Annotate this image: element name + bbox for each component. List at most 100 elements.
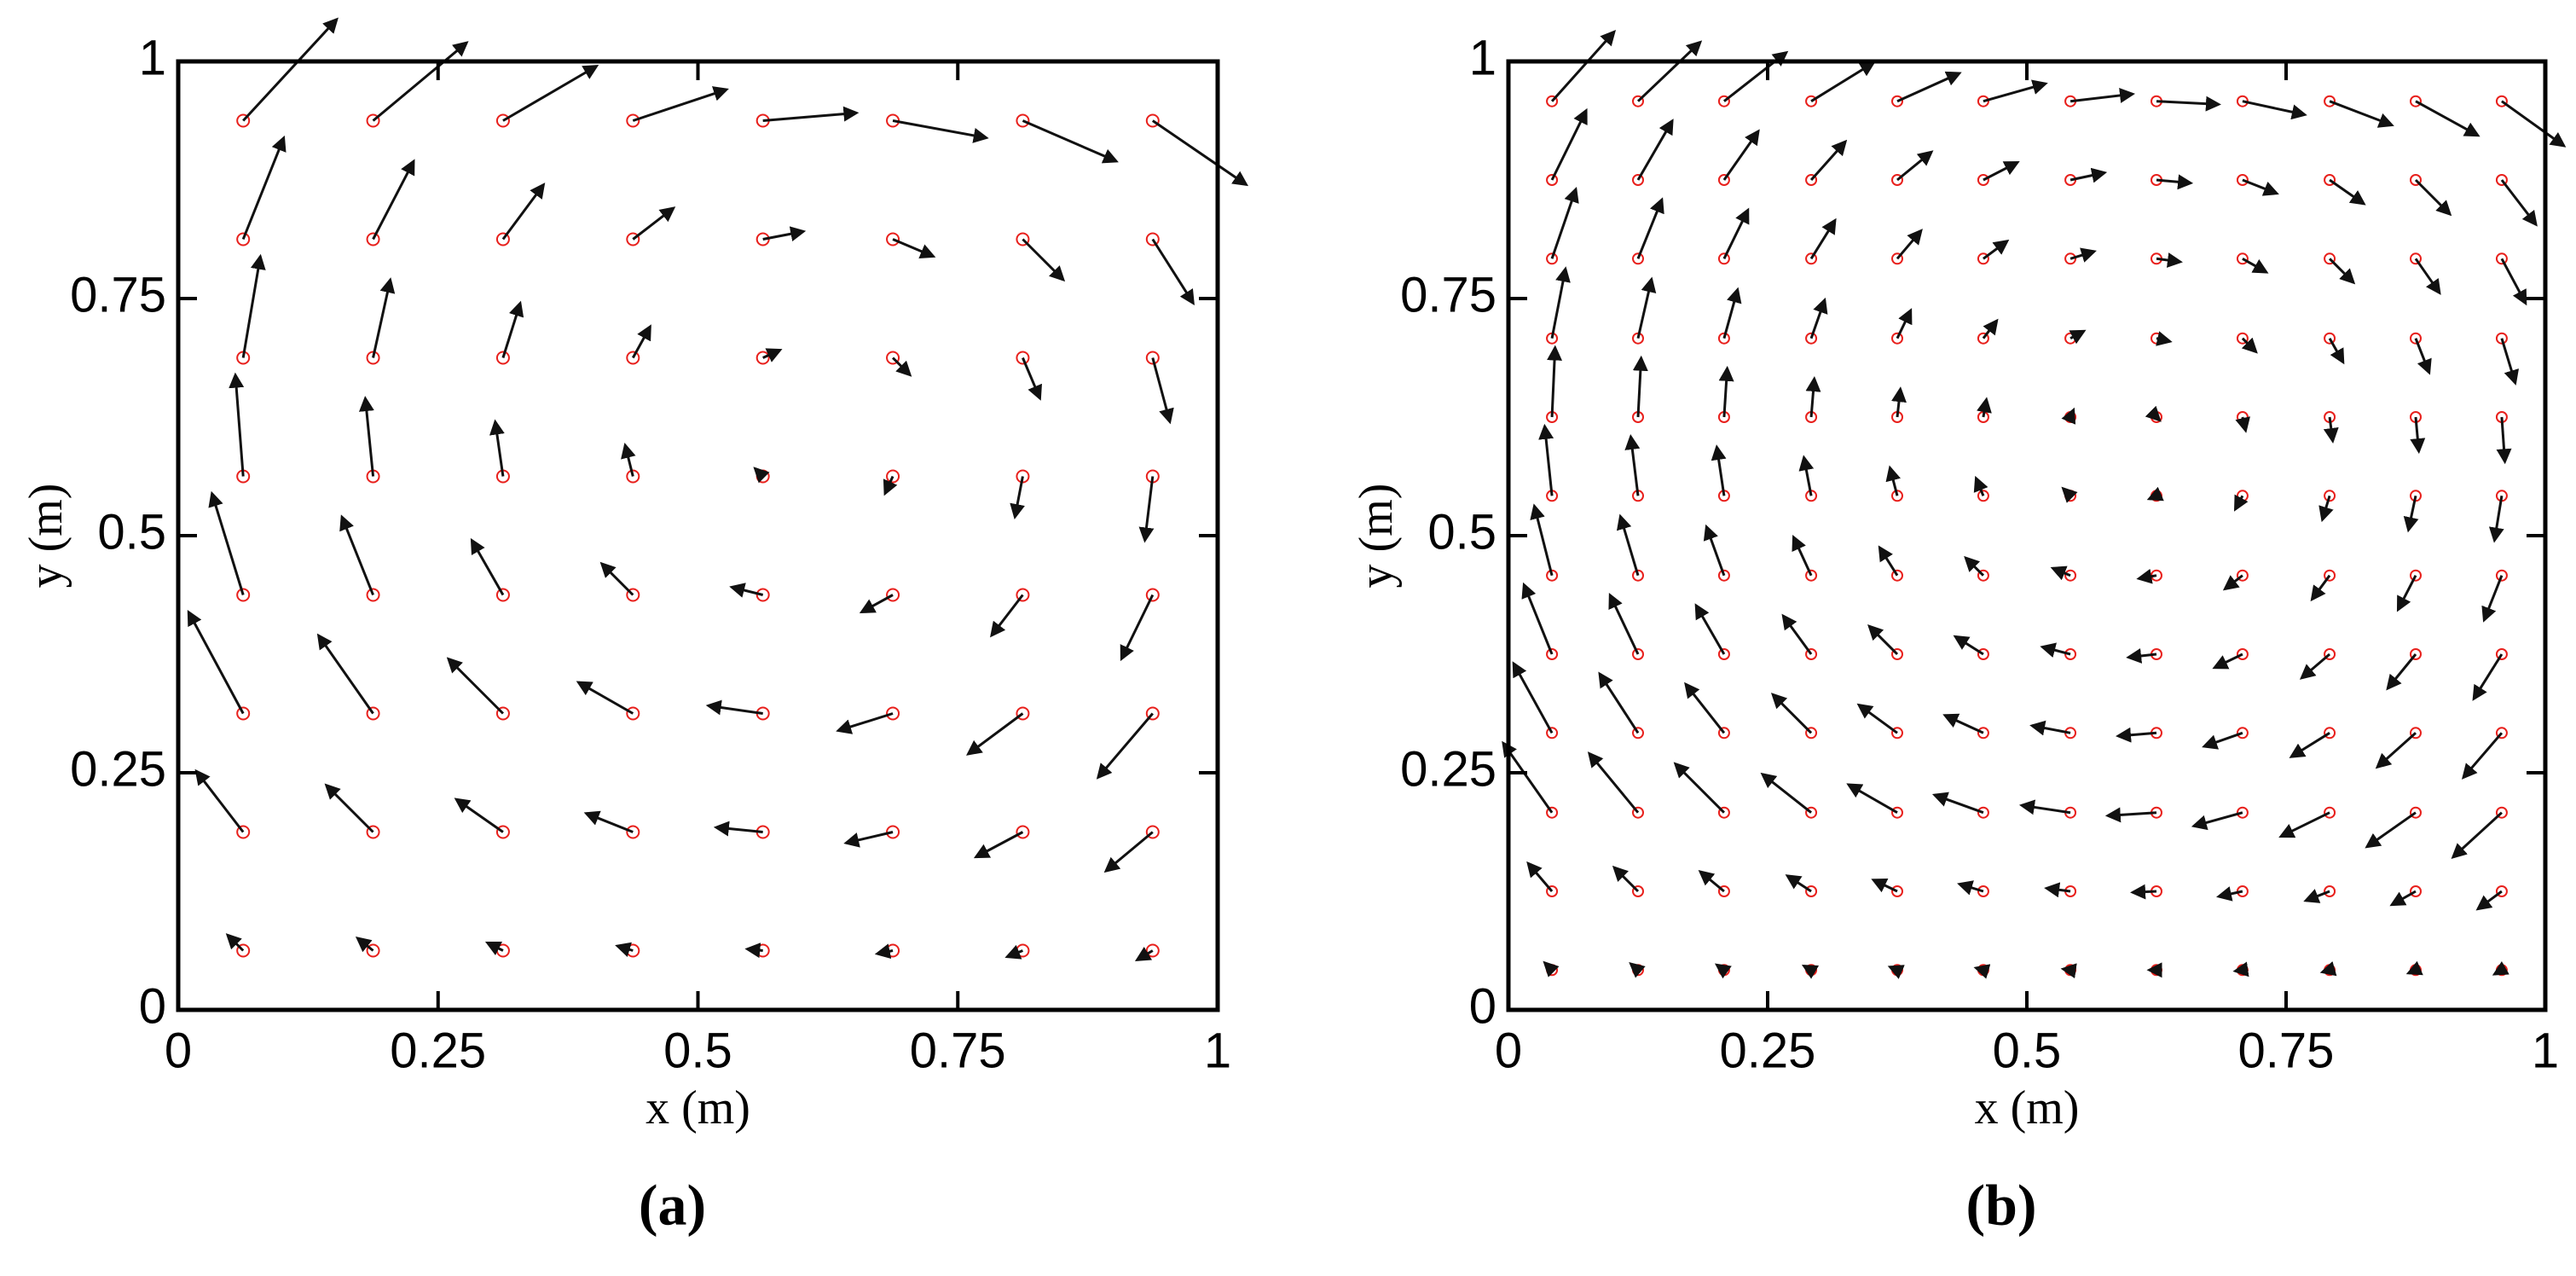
velocity-arrow [2146,486,2164,502]
velocity-arrow [194,768,245,833]
particle [1977,648,1989,660]
velocity-arrow [1673,762,1725,814]
velocity-arrow [973,831,1024,859]
velocity-arrow [2242,100,2307,120]
velocity-arrow [1636,197,1664,259]
particle [1016,351,1030,365]
velocity-arrow [2365,811,2417,849]
velocity-arrow [2145,405,2162,422]
particle [236,943,251,958]
velocity-arrow [2235,416,2250,433]
particle [626,706,640,721]
particle [1632,252,1644,265]
velocity-arrow [1120,594,1155,662]
velocity-arrow [2303,889,2330,903]
particle [1717,727,1730,740]
velocity-arrow [316,633,374,715]
velocity-arrow [1547,345,1563,418]
particle [1145,588,1160,602]
velocity-arrow [489,419,505,477]
plot-frame [176,59,1220,1012]
particle [1546,806,1559,819]
particle [886,825,900,839]
velocity-arrow [1722,207,1750,259]
particle [1805,332,1818,345]
particle [2495,885,2508,897]
velocity-arrow [2104,807,2157,823]
particle [626,351,640,365]
y-tick-label: 0.25 [1400,741,1496,797]
velocity-arrow [2222,574,2243,591]
velocity-arrow [484,942,504,956]
y-tick-label: 0.5 [97,504,166,560]
velocity-arrow [1896,308,1913,339]
velocity-arrow [1711,444,1727,496]
particle [1546,648,1559,660]
velocity-arrow [1856,703,1898,734]
particle [1805,648,1818,660]
velocity-arrow [2202,731,2243,750]
particle [236,588,251,602]
velocity-arrow [2242,178,2279,196]
x-tick-label: 0.5 [663,1023,732,1078]
particle [1717,885,1730,897]
velocity-arrow [1810,61,1876,102]
velocity-arrow [1629,962,1646,978]
particle [2495,95,2508,107]
particle [2495,252,2508,265]
velocity-arrow [1931,792,1984,815]
particle [1717,174,1730,186]
particle [1717,569,1730,582]
velocity-arrow [2389,890,2417,907]
velocity-arrow [1138,476,1155,543]
x-tick-label: 1 [1204,1023,1231,1078]
y-tick-label: 0.5 [1427,504,1496,560]
velocity-arrow [2461,732,2504,780]
velocity-arrow [2050,566,2071,581]
velocity-arrow [2029,720,2071,736]
velocity-arrow [1983,160,2020,182]
velocity-arrow [2156,96,2221,112]
velocity-arrow [1983,239,2010,260]
velocity-arrow [1103,831,1154,873]
velocity-arrow [874,943,894,960]
particle [886,351,900,365]
velocity-arrow [1694,603,1726,655]
velocity-arrow [2018,799,2071,815]
y-axis-label: y (m) [1350,484,1403,589]
velocity-arrow [762,226,807,242]
particle [2495,648,2508,660]
velocity-arrow [632,86,729,122]
x-tick-label: 0.75 [910,1023,1006,1078]
plot-frame [1506,59,2548,1012]
velocity-arrow [2299,652,2331,680]
velocity-arrow [1964,555,1984,577]
particle [1717,95,1730,107]
velocity-arrow [1718,365,1734,418]
velocity-arrow [1521,582,1554,655]
particle [2324,332,2336,345]
velocity-arrow [2396,575,2417,612]
particle [886,706,900,721]
particle [1891,806,1903,819]
velocity-arrow [242,17,339,122]
particle [1977,95,1989,107]
velocity-arrow [1022,119,1119,164]
x-tick-label: 0.5 [1993,1023,2062,1078]
velocity-arrow [859,594,894,614]
particle [2410,885,2422,897]
velocity-arrow [454,798,504,833]
velocity-arrow [1885,465,1901,496]
velocity-arrow [2069,87,2136,103]
velocity-arrow [2475,890,2503,911]
velocity-arrow [729,583,764,598]
particle [2410,332,2422,345]
velocity-arrow [762,348,783,362]
particle [886,232,900,246]
particle [1145,232,1160,246]
particle [2064,648,2077,660]
velocity-arrow [1151,238,1195,306]
velocity-arrow [615,942,634,957]
velocity-arrow [1953,635,1984,656]
velocity-arrow [1781,613,1813,655]
